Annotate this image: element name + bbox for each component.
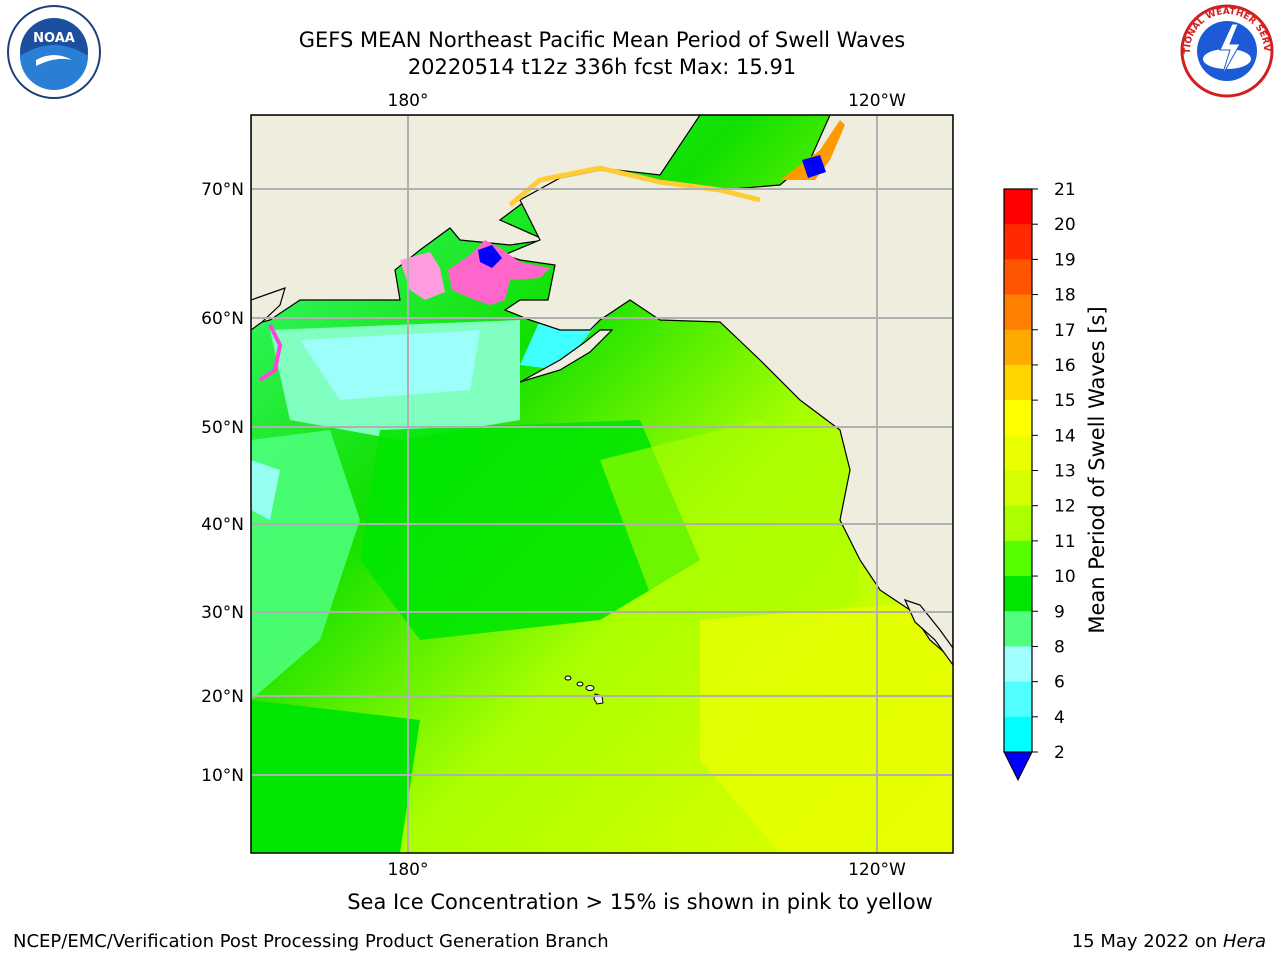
noaa-logo-text: NOAA [33,31,75,46]
colorbar-swatch [1004,576,1032,612]
colorbar-swatch [1004,294,1032,331]
lat-label: 70°N [201,180,244,200]
ocean-patch-8s [251,460,280,520]
chart-subtitle: 20220514 t12z 336h fcst Max: 15.91 [407,55,797,79]
sea-ice-kamchatka [258,324,283,382]
colorbar-swatch [1004,435,1032,471]
noaa-logo: NOAA [7,5,101,99]
sea-ice-bering [448,240,550,305]
ocean-patch-east [600,420,860,640]
colorbar-tick-label: 16 [1054,356,1076,376]
land-baja [903,598,953,667]
colorbar-tick-label: 9 [1054,602,1065,622]
colorbar-tick-label: 10 [1054,567,1076,587]
colorbar-tick-label: 13 [1054,462,1076,482]
colorbar-swatch [1004,329,1032,366]
nws-logo: NATIONAL WEATHER SERVICE [1180,4,1274,98]
colorbar-tick-label: 4 [1054,708,1065,728]
footer-producer: NCEP/EMC/Verification Post Processing Pr… [13,931,609,952]
colorbar-swatch [1004,716,1032,753]
colorbar-swatch [1004,259,1032,296]
colorbar-tick-label: 17 [1054,321,1076,341]
colorbar-tick-label: 20 [1054,215,1076,235]
colorbar: 21 20 19 18 17 16 15 14 13 12 11 10 9 8 6 4 2 [1003,180,1076,782]
lat-label: 30°N [201,603,244,623]
colorbar-swatch [1004,611,1032,647]
colorbar-tick-label: 8 [1054,637,1065,657]
graticule [251,115,953,853]
colorbar-tick-label: 12 [1054,497,1076,517]
land-kamchatka [251,287,286,331]
longitude-labels-bottom: 180° 120°W [388,860,907,880]
colorbar-tick-label: 14 [1054,426,1076,446]
colorbar-swatch [1004,400,1032,436]
lat-label: 20°N [201,687,244,707]
lon-label-top: 180° [388,91,429,111]
sea-ice-anadyr [400,252,445,300]
colorbar-tick-label: 18 [1054,286,1076,306]
colorbar-tick-label: 21 [1054,180,1076,200]
sea-ice-caption: Sea Ice Concentration > 15% is shown in … [347,890,933,914]
lon-label-top: 120°W [848,91,906,111]
colorbar-swatch [1004,189,1032,225]
lat-label: 40°N [201,515,244,535]
ocean-patch-south [251,700,420,853]
longitude-labels-top: 180° 120°W [388,91,907,111]
colorbar-swatch [1004,681,1032,718]
lon-label-bottom: 180° [388,860,429,880]
colorbar-tick-label: 15 [1054,391,1076,411]
colorbar-swatch [1004,540,1032,577]
ocean-patch-9s [251,430,360,700]
sea-ice-beaufort-core [802,155,826,178]
ocean-patch-southeast [700,600,953,853]
sea-ice-arctic-coast [508,165,761,207]
colorbar-tick-label: 19 [1054,250,1076,270]
footer-host: Hera [1222,931,1266,952]
colorbar-tick-label: 2 [1054,743,1065,763]
map-frame [250,114,954,854]
lat-label: 60°N [201,309,244,329]
latitude-labels: 70°N 60°N 50°N 40°N 30°N 20°N 10°N [201,180,244,786]
colorbar-swatch [1004,224,1032,260]
sea-ice-bering-core [478,245,502,268]
colorbar-swatch [1004,646,1032,683]
colorbar-title: Mean Period of Swell Waves [s] [1085,306,1109,634]
ocean-patch-cook-inlet [520,320,600,370]
footer-date-text: 15 May 2022 on [1071,931,1223,952]
lat-label: 50°N [201,418,244,438]
colorbar-swatch [1004,505,1032,542]
colorbar-tick-label: 11 [1054,532,1076,552]
colorbar-swatch [1004,470,1032,507]
colorbar-extend-arrow [1003,751,1033,782]
land-alaska-peninsula [519,329,614,383]
colorbar-swatch [1004,364,1032,401]
lat-label: 10°N [201,766,244,786]
colorbar-tick-label: 6 [1054,673,1065,693]
lon-label-bottom: 120°W [848,860,906,880]
chart-title: GEFS MEAN Northeast Pacific Mean Period … [298,28,906,52]
footer-date: 15 May 2022 on Hera [1072,931,1266,952]
ocean-patch-bering [300,330,480,400]
